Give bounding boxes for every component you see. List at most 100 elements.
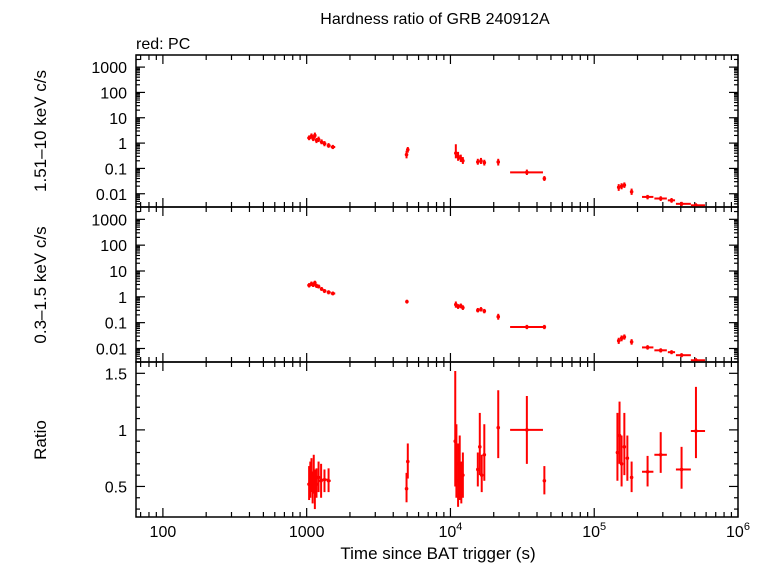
data-point [461, 452, 465, 498]
data-marker [496, 314, 501, 319]
data-marker [476, 467, 480, 472]
x-axis-label: Time since BAT trigger (s) [340, 544, 535, 563]
data-point [617, 401, 622, 464]
data-point [456, 151, 460, 161]
data-marker [669, 350, 674, 354]
data-point [622, 334, 627, 340]
data-marker [322, 289, 327, 293]
y-axis-label-hard: 1.51–10 keV c/s [31, 70, 50, 192]
data-marker [461, 305, 465, 310]
data-marker [319, 287, 324, 291]
data-marker [454, 151, 458, 155]
data-marker [458, 156, 463, 161]
data-marker [404, 486, 409, 491]
data-marker [694, 429, 698, 433]
data-marker [617, 433, 622, 438]
data-marker [404, 152, 409, 157]
data-marker [482, 160, 487, 165]
data-marker [482, 452, 487, 457]
data-point [326, 468, 331, 493]
data-marker [622, 445, 627, 449]
y-tick-label: 1 [118, 423, 127, 440]
x-tick-label: 105 [582, 521, 606, 541]
data-marker [694, 358, 698, 363]
data-marker [679, 467, 684, 472]
y-tick-label: 10 [109, 111, 127, 128]
data-point [629, 339, 634, 345]
y-tick-label: 1 [118, 136, 127, 153]
chart-subtitle: red: PC [136, 36, 190, 53]
data-marker [616, 185, 621, 190]
data-marker [619, 462, 624, 466]
data-point [313, 132, 317, 138]
data-marker [326, 143, 331, 148]
data-marker [316, 137, 321, 142]
x-tick-label: 100 [150, 524, 177, 541]
y-tick-label: 100 [100, 238, 127, 255]
y-tick-label: 0.1 [105, 161, 127, 178]
data-point [629, 461, 634, 493]
y-tick-label: 10 [109, 264, 127, 281]
data-marker [645, 469, 650, 474]
data-point [405, 443, 410, 479]
data-marker [479, 307, 483, 312]
data-marker [456, 304, 460, 309]
data-point [477, 412, 482, 476]
data-marker [622, 335, 627, 339]
data-point [479, 157, 483, 164]
data-point [615, 412, 620, 481]
data-point [654, 196, 667, 201]
data-point [461, 305, 465, 310]
panel-frame [135, 54, 739, 208]
data-marker [629, 475, 634, 480]
data-point [330, 291, 336, 296]
data-marker [629, 189, 634, 194]
data-series-hard [307, 132, 706, 208]
data-marker [322, 477, 327, 482]
data-series-ratio [307, 371, 706, 510]
data-marker [456, 154, 460, 159]
data-point [456, 304, 460, 309]
data-marker [313, 280, 317, 285]
data-point [510, 169, 543, 175]
data-point [476, 158, 480, 165]
data-marker [525, 325, 529, 329]
data-point [496, 313, 501, 320]
panel-x-ticks [140, 207, 739, 362]
data-point [330, 144, 336, 150]
panel-soft: 1000 100 10 1 0.1 0.01 0.3–1.5 keV c/s [31, 206, 739, 363]
panel-y-ticks: 1000 100 10 1 0.1 0.01 [91, 206, 738, 363]
data-series-soft [307, 280, 706, 363]
data-point [454, 144, 458, 159]
data-point [311, 136, 315, 142]
data-marker [476, 160, 480, 164]
y-tick-label: 0.5 [105, 479, 127, 496]
data-point [496, 390, 501, 459]
data-point [404, 150, 409, 159]
data-point [510, 324, 543, 330]
data-point [619, 183, 624, 190]
data-marker [645, 345, 650, 350]
data-marker [496, 425, 501, 430]
data-point [405, 299, 409, 304]
data-point [667, 350, 676, 355]
data-point [313, 280, 317, 285]
data-marker [316, 284, 321, 289]
data-point [404, 472, 409, 503]
data-marker [525, 170, 529, 175]
data-marker [326, 478, 331, 483]
data-marker [326, 290, 331, 295]
data-point [320, 469, 329, 493]
data-marker [658, 452, 663, 457]
data-marker [615, 450, 620, 455]
data-point [510, 395, 543, 464]
data-point [642, 194, 654, 200]
data-marker [313, 133, 317, 138]
data-point [690, 386, 706, 459]
data-marker [645, 195, 650, 199]
data-point [542, 466, 547, 495]
y-tick-label: 1.5 [105, 366, 127, 383]
data-point [316, 136, 321, 143]
y-axis-label-ratio: Ratio [31, 420, 50, 460]
data-marker [542, 176, 547, 181]
